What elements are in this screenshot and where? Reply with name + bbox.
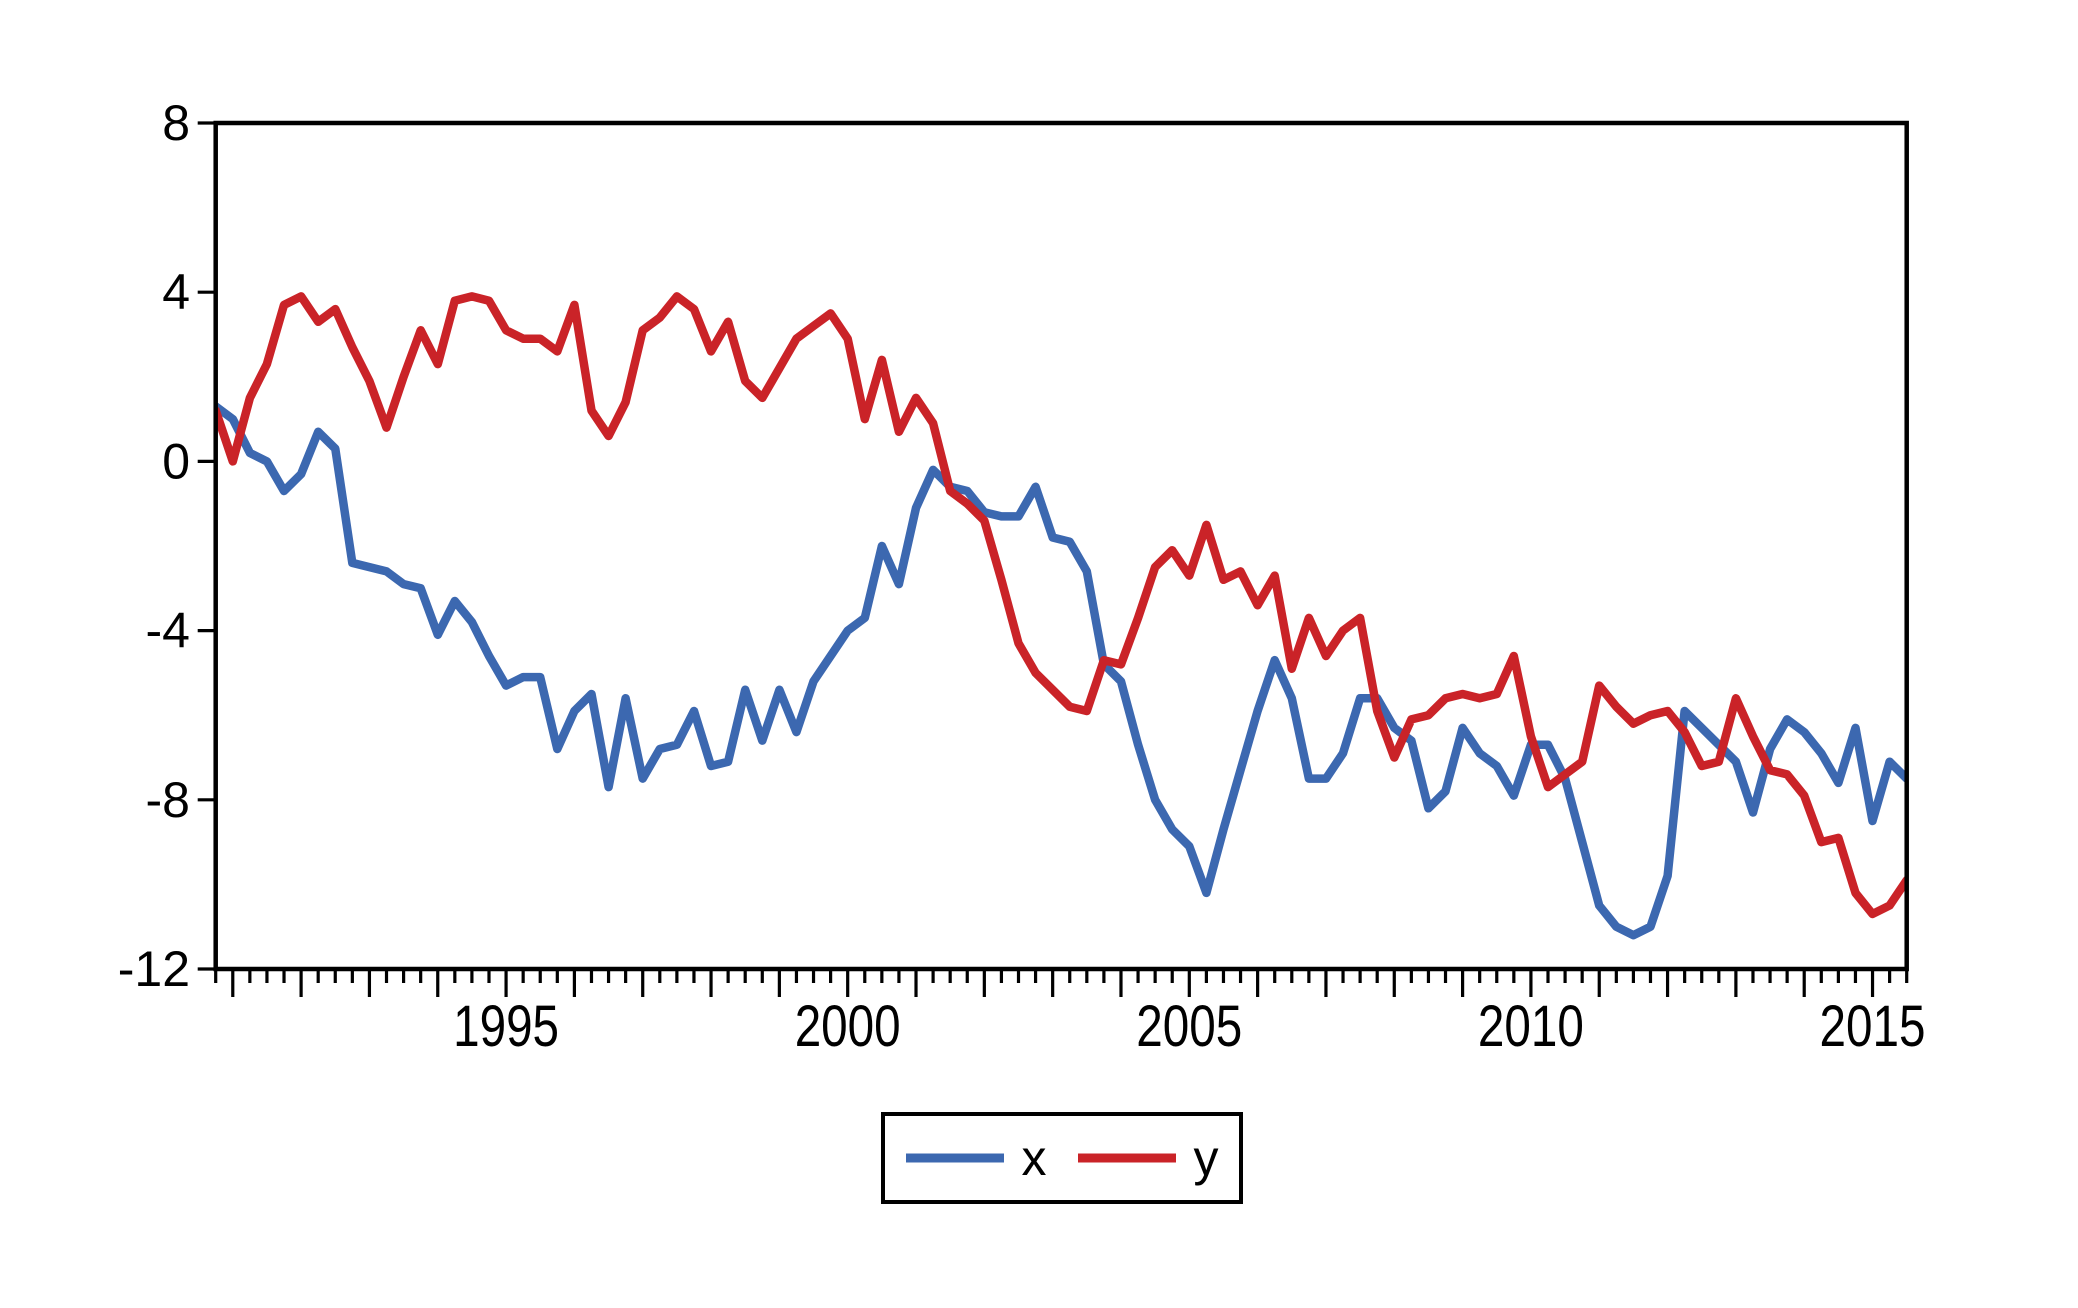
series-lines [215, 292, 1907, 940]
plot-border [213, 120, 1909, 972]
y-axis-ticks [197, 121, 216, 971]
x-tick-label: 2015 [1820, 994, 1926, 1059]
x-axis-ticks [214, 969, 1909, 997]
series-y-line [215, 292, 1907, 919]
y-tick-label: 0 [162, 433, 190, 489]
y-tick-label: 8 [162, 95, 190, 151]
x-axis-tick-labels: 1995 2000 2005 2010 2015 [453, 994, 1925, 1059]
x-tick-label: 1995 [453, 994, 559, 1059]
x-tick-label: 2005 [1136, 994, 1242, 1059]
series-x-line [215, 402, 1907, 940]
y-tick-label: -8 [146, 772, 190, 828]
y-tick-label: 4 [162, 264, 190, 320]
y-tick-label: -4 [146, 603, 190, 659]
legend-label-y: y [1194, 1130, 1219, 1186]
x-tick-label: 2000 [795, 994, 901, 1059]
x-tick-label: 2010 [1478, 994, 1584, 1059]
y-tick-label: -12 [118, 941, 190, 997]
legend-label-x: x [1022, 1130, 1047, 1186]
legend: x y [881, 1112, 1243, 1204]
y-axis-tick-labels: 8 4 0 -4 -8 -12 [118, 95, 190, 997]
